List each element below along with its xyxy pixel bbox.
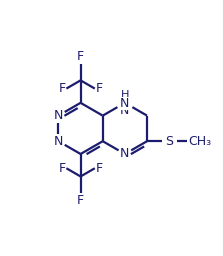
Text: N: N: [120, 97, 130, 110]
Text: N: N: [54, 109, 63, 122]
Text: S: S: [165, 135, 173, 148]
Text: F: F: [96, 82, 103, 95]
Text: N: N: [54, 135, 63, 148]
Text: H: H: [121, 90, 129, 100]
Text: F: F: [77, 194, 84, 207]
Text: F: F: [96, 162, 103, 175]
Text: F: F: [77, 50, 84, 63]
Text: F: F: [58, 82, 66, 95]
Text: N: N: [120, 147, 130, 161]
Text: CH₃: CH₃: [188, 135, 211, 148]
Text: H
N: H N: [120, 89, 130, 117]
Text: F: F: [58, 162, 66, 175]
